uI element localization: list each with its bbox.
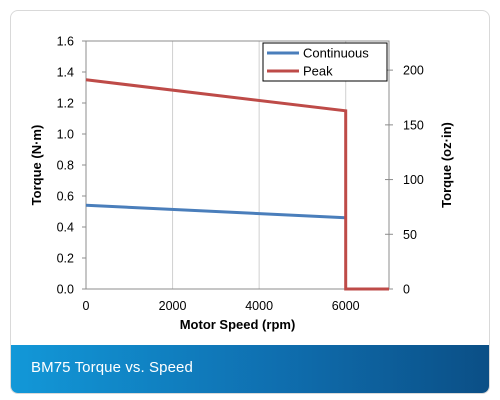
y-axis-title: Torque (N·m) [29, 125, 44, 206]
y-tick-label: 0.4 [57, 221, 74, 235]
caption-bar: BM75 Torque vs. Speed [11, 345, 489, 393]
y2-tick-label: 100 [403, 173, 424, 187]
series-line-peak [85, 78, 389, 291]
y2-tick-label: 150 [403, 118, 424, 132]
chart-caption: BM75 Torque vs. Speed [31, 359, 193, 376]
y-tick-label: 0.0 [57, 283, 74, 297]
x-tick-label: 2000 [159, 299, 187, 313]
legend-label: Peak [303, 64, 333, 79]
x-tick-label: 4000 [245, 299, 273, 313]
y-tick-label: 0.6 [57, 190, 74, 204]
y-tick-label: 1.4 [57, 66, 74, 80]
chart-card: 0.0 0.2 0.4 0.6 0.8 1.0 1.2 1.4 1.6 0 50 100 150 200 0… [10, 10, 490, 394]
y-tick-label: 0.8 [57, 159, 74, 173]
legend-box [262, 42, 388, 82]
torque-speed-chart: 0.00.20.40.60.81.01.21.41.60501001502000… [29, 35, 454, 333]
x-axis-title: Motor Speed (rpm) [180, 317, 296, 332]
y-tick-label: 1.2 [57, 97, 74, 111]
y2-axis-title: Torque (oz·in) [439, 122, 454, 208]
y2-tick-label: 50 [403, 228, 417, 242]
y-tick-label: 1.6 [57, 35, 74, 49]
x-tick-label: 0 [83, 299, 90, 313]
x-tick-label: 6000 [332, 299, 360, 313]
y-tick-label: 1.0 [57, 128, 74, 142]
y2-tick-label: 200 [403, 64, 424, 78]
y2-tick-label: 0 [403, 283, 410, 297]
legend-label: Continuous [303, 46, 369, 61]
y-tick-label: 0.2 [57, 252, 74, 266]
series-line-continuous [85, 203, 346, 220]
